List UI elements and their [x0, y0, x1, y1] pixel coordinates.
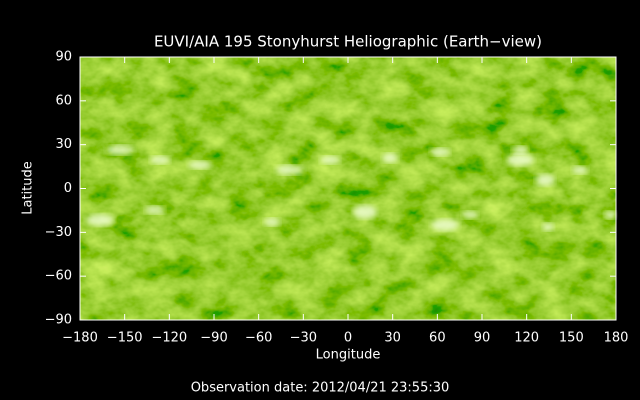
active-region	[145, 206, 165, 214]
active-region	[320, 156, 340, 164]
active-region	[276, 165, 304, 175]
x-tick-label: 180	[604, 331, 629, 346]
y-tick-label: 30	[55, 137, 72, 152]
solar-map	[79, 56, 617, 321]
x-tick-label: 150	[559, 331, 584, 346]
x-tick-label: 30	[384, 331, 401, 346]
active-region	[431, 219, 459, 231]
active-region	[106, 145, 134, 155]
active-region	[506, 154, 534, 166]
y-tick-label: −60	[45, 269, 72, 284]
observation-date: Observation date: 2012/04/21 23:55:30	[191, 381, 450, 396]
active-region	[572, 166, 588, 174]
x-tick-label: −180	[62, 331, 98, 346]
x-tick-label: −90	[200, 331, 227, 346]
active-region	[604, 211, 616, 219]
active-region	[382, 153, 398, 163]
active-region	[353, 205, 377, 219]
active-region	[462, 211, 478, 219]
x-tick-label: 120	[514, 331, 539, 346]
y-tick-label: 0	[64, 181, 72, 196]
x-tick-label: −150	[107, 331, 143, 346]
chart-title: EUVI/AIA 195 Stonyhurst Heliographic (Ea…	[154, 33, 542, 51]
x-tick-label: −60	[245, 331, 272, 346]
y-tick-label: 90	[55, 50, 72, 65]
active-region	[535, 174, 555, 186]
active-region	[188, 161, 212, 169]
active-region	[512, 146, 528, 154]
active-region	[86, 214, 114, 226]
y-tick-label: 60	[55, 93, 72, 108]
x-tick-label: 60	[429, 331, 446, 346]
active-region	[542, 223, 554, 231]
map-texture	[80, 57, 616, 320]
x-axis-label: Longitude	[316, 348, 381, 363]
x-tick-label: 90	[474, 331, 491, 346]
y-tick-label: −30	[45, 225, 72, 240]
active-region	[264, 218, 280, 226]
y-axis-label: Latitude	[21, 161, 36, 215]
x-tick-label: −30	[290, 331, 317, 346]
x-tick-label: 0	[344, 331, 352, 346]
x-tick-label: −120	[151, 331, 187, 346]
active-region	[150, 156, 170, 164]
active-region	[430, 148, 450, 156]
y-tick-label: −90	[45, 313, 72, 328]
